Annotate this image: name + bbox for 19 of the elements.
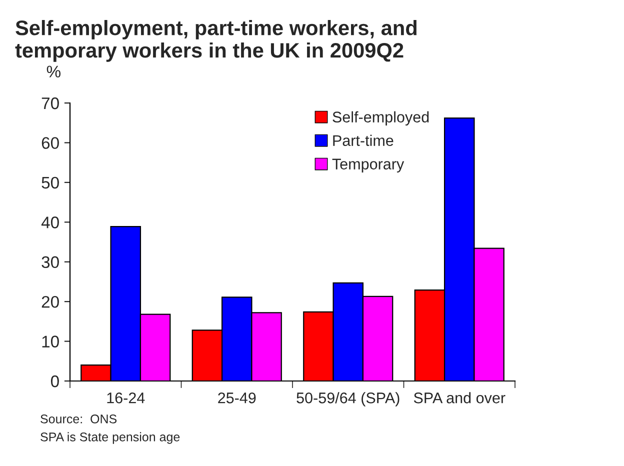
- text: SPA is State pension age: [40, 432, 180, 444]
- y-tick-label: 20: [42, 296, 59, 308]
- y-tick-label: 30: [42, 256, 59, 268]
- y-tick-label: 10: [42, 336, 59, 348]
- y-tick-label: 40: [41, 216, 59, 228]
- legend-label: Self-employed: [332, 111, 429, 126]
- legend-label: Part-time: [333, 134, 394, 146]
- source-note: Source: ONS: [40, 414, 117, 424]
- y-tick-label: 50: [42, 176, 59, 189]
- legend-label: Temporary: [332, 158, 404, 172]
- x-tick-label: 16-24: [107, 392, 145, 404]
- y-tick-label: 70: [42, 97, 59, 110]
- chart-title: Self-employment, part-time workers, and temporary workers in the UK in 2009Q2: [15, 20, 416, 62]
- x-tick-label: 50-59/64 (SPA): [296, 392, 400, 406]
- y-tick-label: 0: [50, 375, 59, 388]
- y-tick-label: 60: [42, 137, 59, 149]
- y-axis-title: %: [46, 66, 61, 78]
- x-tick-label: SPA and over: [414, 392, 506, 404]
- x-tick-label: 25-49: [218, 392, 256, 404]
